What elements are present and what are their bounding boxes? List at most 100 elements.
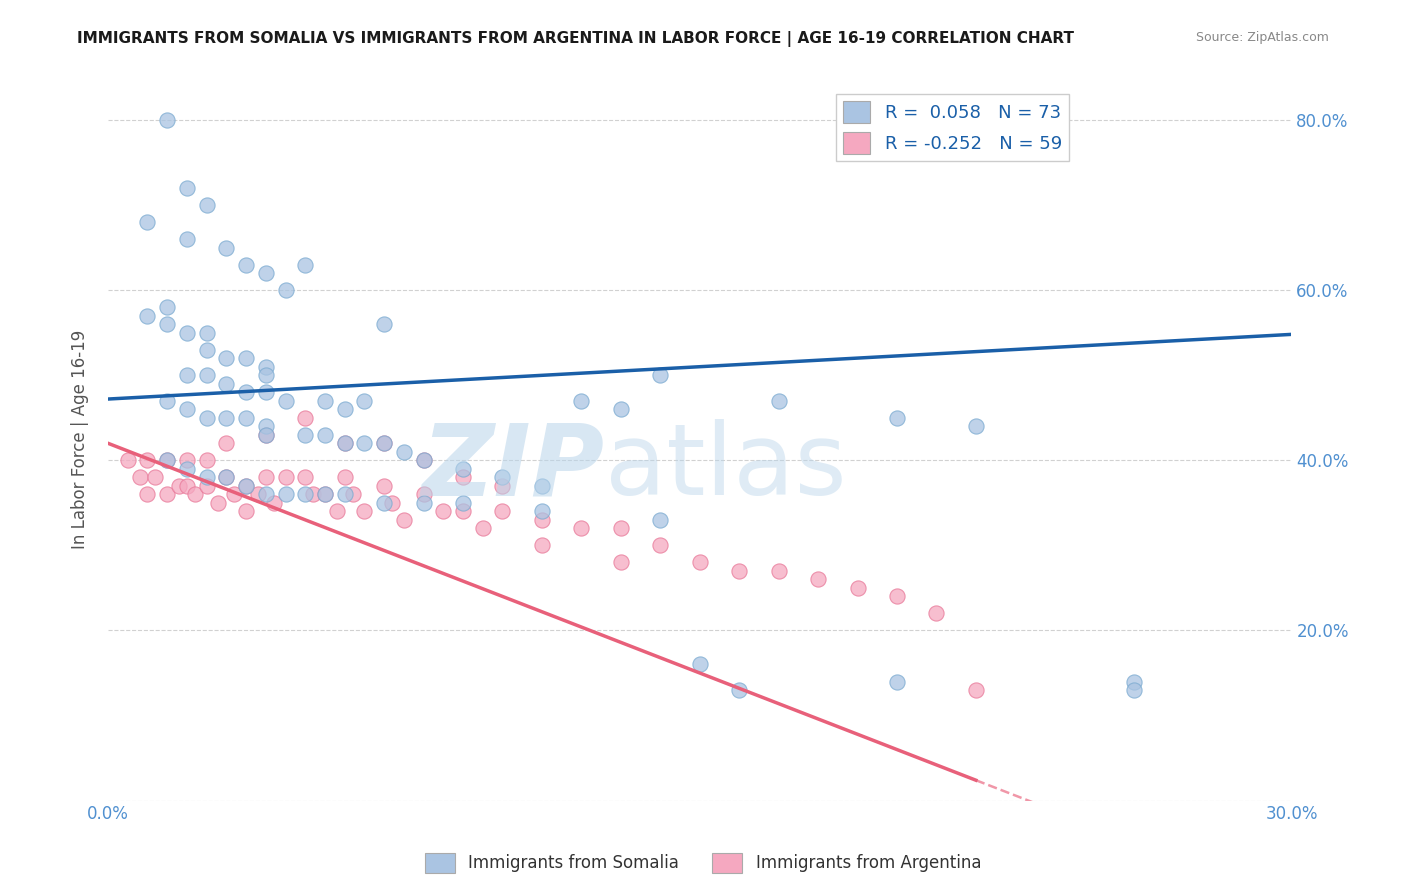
Point xyxy=(650,513,672,527)
Point xyxy=(392,444,415,458)
Point xyxy=(246,487,269,501)
Point xyxy=(530,538,553,552)
Point xyxy=(333,470,356,484)
Point xyxy=(195,470,218,484)
Point xyxy=(176,232,198,246)
Point xyxy=(136,453,159,467)
Point xyxy=(965,683,987,698)
Point xyxy=(412,453,434,467)
Point xyxy=(235,479,257,493)
Point xyxy=(274,487,297,501)
Point xyxy=(491,504,513,518)
Text: ZIP: ZIP xyxy=(422,419,605,516)
Y-axis label: In Labor Force | Age 16-19: In Labor Force | Age 16-19 xyxy=(72,329,89,549)
Point xyxy=(373,479,395,493)
Point xyxy=(254,368,277,383)
Point xyxy=(886,674,908,689)
Point xyxy=(569,521,592,535)
Point xyxy=(530,479,553,493)
Point xyxy=(846,581,869,595)
Point xyxy=(530,513,553,527)
Point xyxy=(314,427,336,442)
Point xyxy=(215,241,238,255)
Point xyxy=(195,453,218,467)
Point xyxy=(176,368,198,383)
Point xyxy=(156,113,179,128)
Point xyxy=(274,393,297,408)
Point xyxy=(184,487,207,501)
Point xyxy=(491,479,513,493)
Point xyxy=(294,427,316,442)
Point xyxy=(302,487,325,501)
Point xyxy=(254,427,277,442)
Point xyxy=(156,393,179,408)
Point xyxy=(294,470,316,484)
Point xyxy=(176,181,198,195)
Point xyxy=(274,470,297,484)
Point xyxy=(451,462,474,476)
Point xyxy=(451,496,474,510)
Point xyxy=(254,487,277,501)
Point xyxy=(263,496,285,510)
Point xyxy=(432,504,454,518)
Point xyxy=(333,402,356,417)
Point xyxy=(156,300,179,314)
Point xyxy=(412,496,434,510)
Point xyxy=(235,385,257,400)
Point xyxy=(768,564,790,578)
Point xyxy=(215,470,238,484)
Point xyxy=(530,504,553,518)
Point xyxy=(373,317,395,331)
Point xyxy=(215,470,238,484)
Point xyxy=(156,453,179,467)
Point xyxy=(167,479,190,493)
Point xyxy=(1122,683,1144,698)
Point xyxy=(254,359,277,374)
Point xyxy=(254,427,277,442)
Point xyxy=(195,479,218,493)
Point xyxy=(117,453,139,467)
Point xyxy=(353,504,375,518)
Point xyxy=(294,487,316,501)
Point xyxy=(965,419,987,434)
Point xyxy=(254,419,277,434)
Point xyxy=(610,555,633,569)
Point xyxy=(689,555,711,569)
Point xyxy=(224,487,246,501)
Point xyxy=(254,470,277,484)
Point xyxy=(176,402,198,417)
Point xyxy=(491,470,513,484)
Point xyxy=(381,496,404,510)
Point xyxy=(235,504,257,518)
Point xyxy=(886,410,908,425)
Legend: Immigrants from Somalia, Immigrants from Argentina: Immigrants from Somalia, Immigrants from… xyxy=(418,847,988,880)
Point xyxy=(176,326,198,340)
Point xyxy=(136,309,159,323)
Point xyxy=(412,453,434,467)
Point xyxy=(392,513,415,527)
Point xyxy=(195,368,218,383)
Point xyxy=(333,487,356,501)
Point xyxy=(314,487,336,501)
Point xyxy=(195,326,218,340)
Point xyxy=(326,504,349,518)
Point xyxy=(235,410,257,425)
Point xyxy=(451,470,474,484)
Point xyxy=(156,487,179,501)
Point xyxy=(176,479,198,493)
Point xyxy=(235,351,257,366)
Point xyxy=(215,436,238,450)
Point xyxy=(215,351,238,366)
Point xyxy=(728,564,751,578)
Point xyxy=(207,496,229,510)
Point xyxy=(274,283,297,297)
Point xyxy=(215,410,238,425)
Point xyxy=(728,683,751,698)
Point xyxy=(235,479,257,493)
Point xyxy=(925,607,948,621)
Point xyxy=(373,496,395,510)
Point xyxy=(342,487,364,501)
Point xyxy=(128,470,150,484)
Point xyxy=(156,453,179,467)
Point xyxy=(373,436,395,450)
